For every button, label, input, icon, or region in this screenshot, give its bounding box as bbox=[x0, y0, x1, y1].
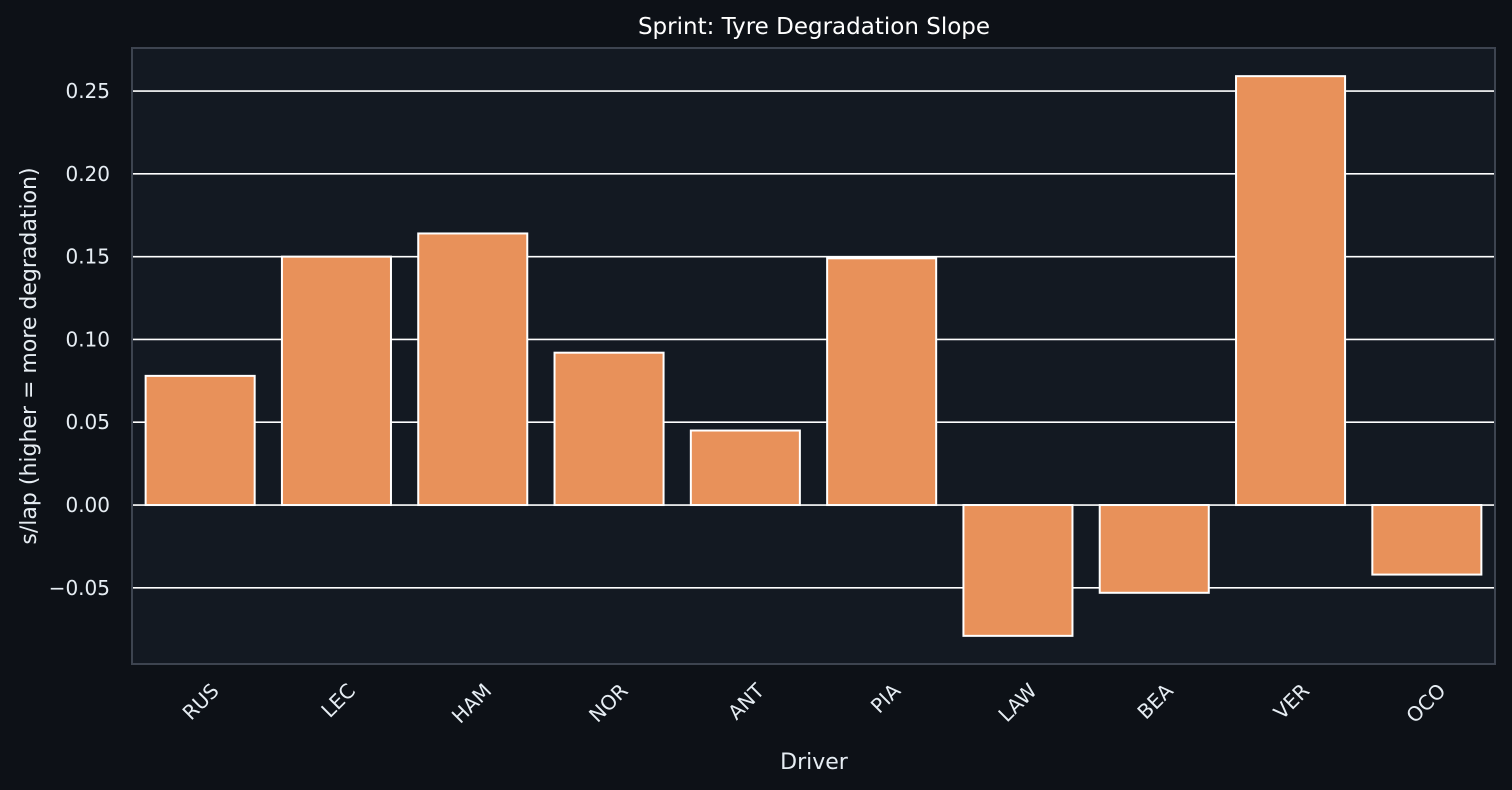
x-tick-label: NOR bbox=[584, 678, 633, 727]
bar-lec bbox=[280, 255, 392, 507]
x-axis-ticks: RUS LEC HAM NOR ANT PIA LAW BEA VER OCO bbox=[178, 678, 1451, 728]
x-tick-label: PIA bbox=[866, 678, 906, 718]
plot-frame bbox=[131, 47, 1496, 665]
bar-nor bbox=[553, 351, 665, 507]
x-axis-label: Driver bbox=[780, 750, 849, 775]
x-tick-label: HAM bbox=[447, 679, 496, 728]
bar-ant bbox=[689, 429, 801, 507]
y-tick-label: 0.25 bbox=[65, 79, 110, 103]
y-tick-label: −0.05 bbox=[49, 576, 110, 600]
bar-bea bbox=[1098, 504, 1210, 594]
x-tick-label: VER bbox=[1269, 678, 1314, 723]
y-axis-label: s/lap (higher = more degradation) bbox=[17, 167, 42, 544]
y-tick-label: 0.20 bbox=[65, 162, 110, 186]
x-tick-label: LEC bbox=[316, 679, 360, 723]
bar-pia bbox=[826, 257, 938, 507]
x-tick-label: RUS bbox=[178, 679, 224, 725]
y-tick-label: 0.05 bbox=[65, 410, 110, 434]
bars bbox=[144, 75, 1483, 637]
bar-oco bbox=[1371, 504, 1483, 576]
bar-rus bbox=[144, 374, 256, 507]
x-tick-label: LAW bbox=[993, 678, 1041, 726]
chart-title: Sprint: Tyre Degradation Slope bbox=[638, 14, 990, 40]
x-tick-label: OCO bbox=[1401, 679, 1450, 728]
y-axis-ticks: −0.05 0.00 0.05 0.10 0.15 0.20 0.25 bbox=[49, 79, 110, 600]
y-tick-label: 0.00 bbox=[65, 493, 110, 517]
x-tick-label: ANT bbox=[723, 678, 769, 724]
bar-law bbox=[962, 504, 1074, 637]
bar-ver bbox=[1235, 75, 1347, 507]
x-tick-label: BEA bbox=[1132, 678, 1178, 724]
y-tick-label: 0.15 bbox=[65, 245, 110, 269]
bar-ham bbox=[417, 232, 529, 507]
y-tick-label: 0.10 bbox=[65, 327, 110, 351]
